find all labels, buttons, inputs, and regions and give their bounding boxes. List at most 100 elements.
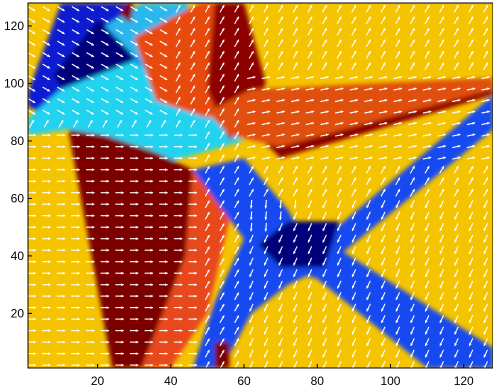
quiver-arrow-head — [413, 122, 417, 125]
quiver-arrow-head — [324, 177, 327, 181]
quiver-arrow-head — [135, 225, 139, 229]
quiver-arrow-head — [207, 315, 210, 319]
quiver-arrow-head — [207, 85, 210, 89]
quiver-arrow-head — [308, 285, 311, 289]
quiver-arrow-head — [469, 228, 472, 231]
quiver-arrow-head — [264, 262, 267, 266]
quiver-arrow-head — [267, 76, 271, 79]
quiver-arrow-head — [249, 354, 252, 358]
y-tick-label: 20 — [11, 306, 25, 320]
quiver-arrow-head — [308, 239, 311, 243]
quiver-arrow-head — [338, 62, 342, 66]
quiver-arrow-head — [412, 166, 415, 169]
quiver-arrow-head — [249, 274, 252, 277]
quiver-arrow-head — [177, 39, 181, 43]
quiver-arrow-head — [91, 225, 95, 229]
quiver-arrow-head — [456, 39, 459, 43]
quiver-arrow-head — [368, 51, 371, 54]
quiver-arrow-head — [164, 54, 168, 57]
quiver-arrow-head — [77, 294, 80, 298]
quiver-arrow-head — [133, 120, 137, 123]
quiver-arrow-head — [278, 343, 282, 346]
quiver-arrow-head — [439, 320, 443, 323]
quiver-arrow-head — [413, 87, 417, 91]
quiver-arrow-head — [207, 74, 210, 77]
quiver-arrow-head — [324, 39, 327, 43]
quiver-arrow-head — [106, 260, 110, 264]
quiver-arrow-head — [382, 28, 386, 31]
quiver-arrow-head — [483, 239, 487, 243]
quiver-arrow-head — [77, 248, 80, 252]
quiver-arrow-head — [207, 349, 210, 353]
quiver-arrow-head — [485, 39, 488, 43]
quiver-arrow-head — [236, 51, 239, 54]
quiver-arrow-head — [177, 97, 181, 100]
quiver-arrow-head — [340, 76, 344, 79]
quiver-arrow-head — [207, 361, 210, 365]
quiver-arrow-head — [32, 19, 36, 23]
quiver-arrow-head — [355, 99, 358, 102]
quiver-arrow-head — [425, 251, 428, 254]
quiver-arrow-head — [293, 205, 297, 209]
quiver-arrow-head — [179, 283, 183, 287]
quiver-arrow-head — [61, 111, 65, 115]
quiver-arrow-head — [399, 99, 402, 102]
quiver-arrow-head — [33, 340, 36, 344]
quiver-arrow-head — [61, 65, 65, 69]
quiver-arrow-head — [165, 294, 168, 298]
quiver-arrow-head — [470, 39, 474, 43]
quiver-arrow-head — [395, 239, 399, 243]
quiver-arrow-head — [441, 39, 444, 43]
quiver-arrow-head — [76, 65, 80, 69]
quiver-arrow-head — [337, 262, 340, 266]
quiver-arrow-head — [120, 54, 124, 57]
quiver-arrow-head — [149, 42, 153, 46]
quiver-arrow-head — [192, 5, 195, 8]
quiver-arrow-head — [192, 39, 195, 43]
quiver-arrow-head — [105, 31, 109, 34]
quiver-arrow-head — [221, 258, 225, 261]
quiver-arrow-head — [267, 133, 271, 137]
quiver-arrow-head — [207, 120, 210, 123]
quiver-arrow-head — [150, 156, 154, 160]
quiver-arrow-head — [412, 28, 415, 31]
quiver-arrow-head — [48, 237, 51, 241]
quiver-arrow-head — [236, 166, 239, 169]
quiver-arrow-head — [164, 88, 168, 92]
x-axis: 20 40 60 80 100 120 — [91, 364, 474, 388]
quiver-arrow-head — [106, 294, 110, 298]
quiver-arrow-head — [91, 168, 95, 172]
quiver-arrow-head — [164, 42, 168, 46]
quiver-arrow-head — [221, 177, 225, 181]
quiver-arrow-head — [454, 239, 457, 243]
x-tick-label: 60 — [237, 374, 251, 388]
quiver-arrow-head — [135, 145, 139, 149]
quiver-arrow-head — [294, 5, 298, 8]
quiver-arrow-head — [395, 262, 399, 266]
quiver-arrow-head — [338, 16, 342, 20]
quiver-arrow-head — [164, 77, 168, 80]
quiver-arrow-head — [483, 285, 487, 289]
quiver-arrow-head — [91, 111, 94, 115]
quiver-arrow-head — [221, 120, 225, 123]
quiver-arrow-head — [355, 156, 358, 160]
quiver-arrow-head — [121, 271, 124, 275]
quiver-arrow-head — [428, 87, 432, 91]
quiver-arrow-head — [121, 283, 124, 287]
quiver-arrow-head — [32, 8, 36, 11]
quiver-arrow-head — [135, 283, 139, 287]
quiver-arrow-head — [251, 62, 254, 66]
quiver-arrow-head — [150, 225, 154, 229]
quiver-arrow-head — [77, 145, 80, 149]
quiver-arrow-head — [485, 189, 488, 192]
quiver-arrow-head — [121, 363, 124, 367]
quiver-arrow-head — [221, 85, 225, 89]
quiver-arrow-head — [278, 239, 282, 243]
quiver-arrow-head — [395, 205, 399, 208]
quiver-arrow-head — [369, 87, 373, 91]
quiver-arrow-head — [456, 62, 459, 66]
quiver-arrow-head — [340, 156, 344, 160]
quiver-arrow-head — [265, 16, 269, 20]
quiver-arrow-head — [77, 271, 80, 275]
quiver-arrow-head — [194, 191, 197, 195]
